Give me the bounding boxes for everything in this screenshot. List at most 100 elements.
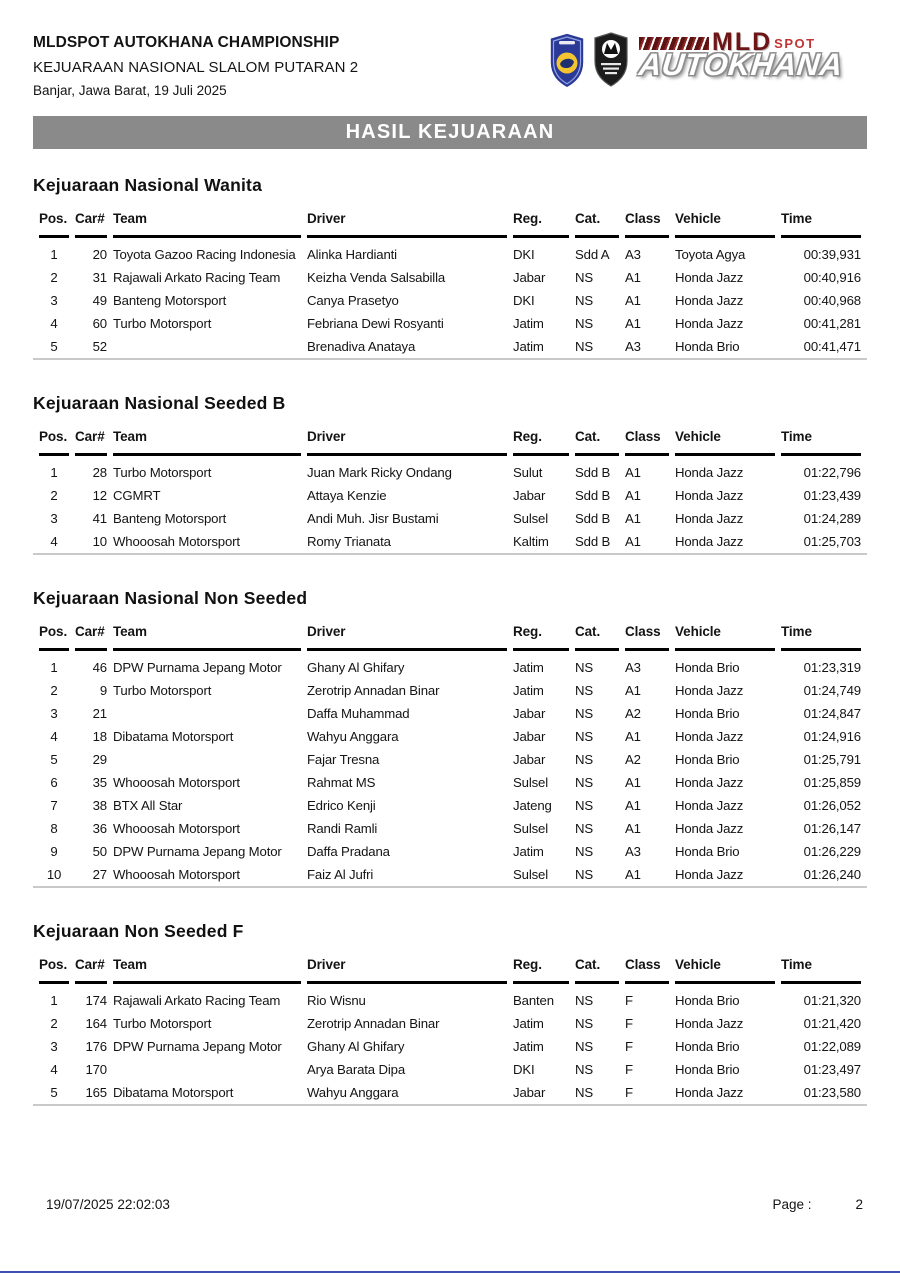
table-cell: 01:25,703 xyxy=(803,534,861,549)
table-cell: 01:22,089 xyxy=(803,1039,861,1054)
column-header: Team xyxy=(113,429,301,456)
table-row: 3 49 Banteng Motorsport Canya Prasetyo DKI NS… xyxy=(39,289,861,312)
mldspot-autokhana-logo: MLD SPOT AUTOKHANA xyxy=(637,30,867,83)
page-header: MLDSPOT AUTOKHANA CHAMPIONSHIP KEJUARAAN… xyxy=(33,0,867,99)
column-header: Cat. xyxy=(575,624,619,651)
table-cell: 12 xyxy=(92,488,107,503)
table-cell: Faiz Al Jufri xyxy=(307,867,374,882)
table-row: 9 50 DPW Purnama Jepang Motor Daffa Pradana… xyxy=(39,840,861,863)
table-cell: 01:26,147 xyxy=(803,821,861,836)
table-cell: 01:26,240 xyxy=(803,867,861,882)
result-section: Kejuaraan Non Seeded F Pos. Car# Team Driver… xyxy=(33,921,867,1106)
column-header: Time xyxy=(781,211,861,238)
column-header: Pos. xyxy=(39,957,69,984)
table-row: 1 28 Turbo Motorsport Juan Mark Ricky Ondan… xyxy=(39,456,861,484)
table-cell: Sdd B xyxy=(575,534,611,549)
table-cell: A2 xyxy=(625,752,641,767)
table-cell: 7 xyxy=(50,798,58,813)
table-cell: Rio Wisnu xyxy=(307,993,366,1008)
table-cell: 29 xyxy=(92,752,107,767)
table-cell: 01:24,847 xyxy=(803,706,861,721)
table-cell: A1 xyxy=(625,465,641,480)
table-cell: 00:39,931 xyxy=(803,247,861,262)
table-cell: CGMRT xyxy=(113,488,161,503)
table-cell: 01:23,319 xyxy=(803,660,861,675)
table-cell: 60 xyxy=(92,316,107,331)
table-header-row: Pos. Car# Team Driver Reg. Cat. Class Vehicle Ti… xyxy=(39,957,861,984)
table-row: 1 46 DPW Purnama Jepang Motor Ghany Al Ghif… xyxy=(39,651,861,679)
table-cell: 50 xyxy=(92,844,107,859)
table-row: 5 165 Dibatama Motorsport Wahyu Anggara Jaba… xyxy=(39,1081,861,1104)
table-cell: Jabar xyxy=(513,488,546,503)
table-cell: Jateng xyxy=(513,798,552,813)
column-header: Car# xyxy=(75,211,107,238)
table-cell: A1 xyxy=(625,316,641,331)
column-header: Car# xyxy=(75,957,107,984)
table-cell: F xyxy=(625,1016,633,1031)
hatch-stripes-icon xyxy=(639,36,709,50)
table-cell: A1 xyxy=(625,821,641,836)
table-cell: Jabar xyxy=(513,729,546,744)
table-cell: Daffa Muhammad xyxy=(307,706,410,721)
table-cell: 10 xyxy=(92,534,107,549)
table-cell: A1 xyxy=(625,775,641,790)
table-cell: Jatim xyxy=(513,316,544,331)
results-page: MLDSPOT AUTOKHANA CHAMPIONSHIP KEJUARAAN… xyxy=(33,0,867,1106)
table-header-row: Pos. Car# Team Driver Reg. Cat. Class Vehicle Ti… xyxy=(39,624,861,651)
column-header: Team xyxy=(113,957,301,984)
table-cell: DPW Purnama Jepang Motor xyxy=(113,660,282,675)
table-cell: Honda Brio xyxy=(675,752,740,767)
result-section: Kejuaraan Nasional Non Seeded Pos. Car# Tea… xyxy=(33,588,867,888)
table-cell: NS xyxy=(575,683,594,698)
table-cell: 01:24,749 xyxy=(803,683,861,698)
column-header: Time xyxy=(781,429,861,456)
table-cell: Honda Brio xyxy=(675,993,740,1008)
table-row: 1 174 Rajawali Arkato Racing Team Rio Wisnu… xyxy=(39,984,861,1012)
table-cell: Attaya Kenzie xyxy=(307,488,387,503)
table-cell: Banteng Motorsport xyxy=(113,511,227,526)
column-header: Team xyxy=(113,624,301,651)
table-cell: Sulsel xyxy=(513,821,549,836)
table-cell: 49 xyxy=(92,293,107,308)
table-cell xyxy=(113,1058,301,1081)
table-row: 3 41 Banteng Motorsport Andi Muh. Jisr Bust… xyxy=(39,507,861,530)
column-header: Pos. xyxy=(39,429,69,456)
table-cell: Turbo Motorsport xyxy=(113,683,212,698)
table-cell: Whooosah Motorsport xyxy=(113,821,240,836)
table-cell: A1 xyxy=(625,798,641,813)
table-cell: Jatim xyxy=(513,660,544,675)
table-cell: Brenadiva Anataya xyxy=(307,339,416,354)
table-cell: A1 xyxy=(625,488,641,503)
table-cell: 1 xyxy=(50,660,58,675)
table-cell: DPW Purnama Jepang Motor xyxy=(113,1039,282,1054)
column-header: Cat. xyxy=(575,429,619,456)
table-cell: Arya Barata Dipa xyxy=(307,1062,406,1077)
table-cell: Dibatama Motorsport xyxy=(113,1085,234,1100)
table-cell: NS xyxy=(575,844,594,859)
table-cell: 174 xyxy=(85,993,107,1008)
table-cell: 8 xyxy=(50,821,58,836)
table-cell: Romy Trianata xyxy=(307,534,391,549)
table-cell: 01:26,229 xyxy=(803,844,861,859)
table-cell: Banteng Motorsport xyxy=(113,293,227,308)
table-cell: 176 xyxy=(85,1039,107,1054)
table-cell: Febriana Dewi Rosyanti xyxy=(307,316,444,331)
results-table: Pos. Car# Team Driver Reg. Cat. Class Vehicle Ti… xyxy=(33,429,867,555)
table-cell: 6 xyxy=(50,775,58,790)
table-cell: 164 xyxy=(85,1016,107,1031)
section-title: Kejuaraan Non Seeded F xyxy=(33,921,244,941)
table-cell: BTX All Star xyxy=(113,798,183,813)
table-cell: Jatim xyxy=(513,1016,544,1031)
table-cell: Honda Brio xyxy=(675,339,740,354)
results-banner: HASIL KEJUARAAN xyxy=(33,116,867,149)
column-header: Reg. xyxy=(513,429,569,456)
table-row: 1 20 Toyota Gazoo Racing Indonesia Alinka H… xyxy=(39,238,861,266)
table-cell: 3 xyxy=(50,293,58,308)
table-cell: 01:24,289 xyxy=(803,511,861,526)
table-cell: 01:24,916 xyxy=(803,729,861,744)
table-cell: Sdd A xyxy=(575,247,610,262)
table-cell: 2 xyxy=(50,683,58,698)
column-header: Cat. xyxy=(575,957,619,984)
column-header: Cat. xyxy=(575,211,619,238)
table-cell: NS xyxy=(575,1039,594,1054)
